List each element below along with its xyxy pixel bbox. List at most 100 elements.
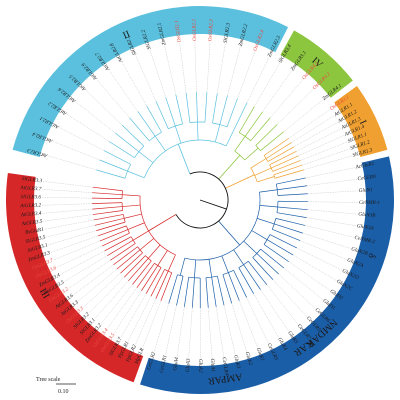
leaf-label: GluK3 bbox=[232, 354, 241, 369]
tree-branch bbox=[214, 124, 221, 143]
tree-branch bbox=[122, 194, 141, 197]
tree-branch bbox=[244, 147, 259, 161]
tree-root-arc bbox=[175, 171, 229, 229]
leaf-label: AtGLR3.4 bbox=[19, 210, 42, 219]
leaf-leader-line bbox=[254, 63, 280, 107]
tree-branch bbox=[194, 259, 197, 278]
leaf-leader-line bbox=[216, 306, 224, 357]
tree-branch bbox=[99, 229, 128, 242]
leaf-label: GluN2B bbox=[350, 246, 369, 257]
tree-branch bbox=[226, 98, 238, 127]
tree-branch bbox=[115, 132, 140, 152]
leaf-leader-line bbox=[42, 189, 93, 193]
tree-branch bbox=[251, 230, 268, 240]
leaf-leader-line bbox=[43, 181, 93, 188]
tree-branch bbox=[263, 244, 289, 262]
leaf-leader-line bbox=[305, 167, 355, 179]
tree-branch bbox=[263, 155, 269, 162]
tree-branch bbox=[139, 195, 176, 256]
leaf-leader-line bbox=[288, 261, 330, 291]
tree-root bbox=[199, 199, 227, 210]
tree-branch bbox=[96, 221, 126, 231]
tree-branch bbox=[250, 117, 271, 141]
tree-branch bbox=[225, 174, 255, 189]
tree-branch bbox=[277, 206, 308, 211]
leaf-label: SlGLR1.3 bbox=[352, 147, 374, 159]
tree-branch bbox=[211, 277, 217, 307]
tree-branch bbox=[212, 93, 218, 124]
leaf-label: OsGLR2.2 bbox=[191, 19, 198, 42]
tree-branch bbox=[94, 217, 125, 226]
tree-branch bbox=[109, 141, 135, 159]
tree-branch bbox=[277, 185, 308, 191]
tree-branch bbox=[185, 92, 191, 123]
tree-scale: Tree scale 0.10 bbox=[36, 377, 76, 395]
tree-branch bbox=[273, 174, 276, 179]
leaf-leader-line bbox=[128, 296, 152, 341]
leaf-leader-line bbox=[95, 280, 129, 319]
leaf-leader-line bbox=[298, 135, 345, 156]
tree-branch bbox=[146, 105, 162, 133]
leaf-leader-line bbox=[43, 214, 94, 222]
tree-branch bbox=[148, 214, 177, 232]
leaf-leader-line bbox=[307, 209, 358, 215]
leaf-leader-line bbox=[253, 293, 279, 338]
tree-branch bbox=[243, 264, 261, 290]
tree-branches bbox=[92, 92, 308, 309]
leaf-label: OsGLR2.1 bbox=[174, 20, 183, 43]
tree-branch bbox=[277, 193, 308, 196]
leaf-label: ZmGLR2.2 bbox=[238, 23, 250, 47]
leaf-leader-line bbox=[227, 47, 241, 96]
leaf-leader-line bbox=[300, 240, 347, 260]
leaf-leader-line bbox=[293, 122, 338, 147]
leaf-leader-line bbox=[109, 70, 139, 112]
leaf-leader-line bbox=[283, 100, 323, 132]
tree-branch bbox=[219, 95, 228, 125]
tree-branch bbox=[254, 167, 272, 176]
tree-branch bbox=[228, 272, 240, 301]
tree-branch bbox=[129, 117, 150, 142]
sub-family-label: δ bbox=[365, 252, 377, 260]
tree-branch bbox=[177, 143, 191, 175]
clade-ring-segment-i bbox=[334, 85, 388, 158]
tree-branch bbox=[263, 234, 271, 245]
leaf-label: SlGLR3.5 bbox=[25, 234, 47, 245]
tree-branch bbox=[184, 192, 261, 261]
leaf-leader-line bbox=[270, 79, 303, 118]
tree-branch bbox=[92, 210, 123, 215]
tree-branch bbox=[205, 277, 209, 308]
leaf-leader-line bbox=[266, 284, 298, 325]
leaf-label: CeGLR1 bbox=[159, 354, 169, 373]
leaf-leader-line bbox=[42, 203, 93, 206]
tree-branch bbox=[217, 275, 225, 306]
leaf-leader-line bbox=[85, 90, 123, 126]
leaf-label: AtGLR3.2 bbox=[19, 203, 41, 210]
leaf-label: GluN1 bbox=[359, 187, 374, 194]
tree-branch bbox=[92, 197, 123, 200]
leaf-leader-line bbox=[208, 307, 213, 358]
tree-branch bbox=[127, 222, 145, 230]
tree-branch bbox=[103, 150, 131, 165]
tree-branch bbox=[234, 136, 246, 152]
leaf-leader-line bbox=[75, 101, 116, 134]
tree-branch bbox=[92, 186, 123, 192]
tree-branch bbox=[274, 223, 303, 234]
leaf-leader-line bbox=[217, 44, 226, 94]
tree-branch bbox=[122, 204, 141, 207]
tree-branch bbox=[205, 275, 218, 279]
leaf-leader-line bbox=[164, 45, 176, 95]
leaf-label: OsGLR2.3 bbox=[207, 19, 214, 42]
tree-branch bbox=[97, 225, 127, 237]
tree-branch bbox=[260, 131, 284, 151]
leaf-leader-line bbox=[188, 307, 193, 358]
leaf-leader-line bbox=[292, 254, 337, 281]
tree-branch bbox=[239, 132, 251, 141]
leaf-leader-line bbox=[48, 230, 97, 245]
leaf-leader-line bbox=[73, 264, 114, 295]
tree-branch bbox=[273, 164, 303, 176]
tree-branch bbox=[276, 212, 307, 218]
leaf-leader-line bbox=[42, 208, 93, 214]
tree-branch bbox=[197, 122, 199, 141]
